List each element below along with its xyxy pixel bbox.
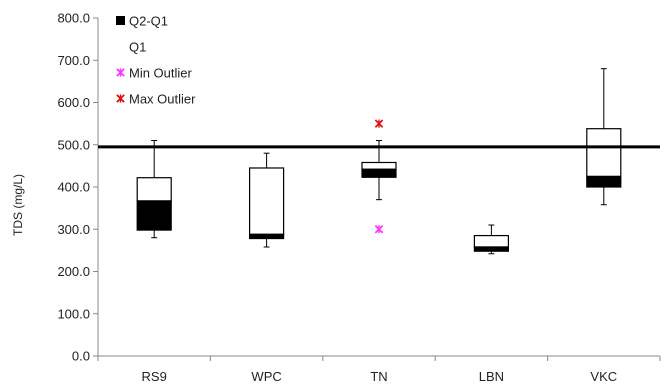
legend-swatch (116, 16, 125, 25)
box-rs9 (136, 140, 172, 239)
boxes-layer (136, 68, 622, 255)
legend-item: Max Outlier (116, 92, 196, 107)
y-tick-label: 700.0 (57, 53, 90, 68)
box-lbn (473, 224, 509, 255)
y-tick-label: 200.0 (57, 264, 90, 279)
box-lower (249, 233, 285, 240)
box-lower (136, 200, 172, 231)
box-lower (586, 175, 622, 188)
legend-label: Q1 (129, 40, 146, 55)
y-tick-label: 0.0 (72, 349, 90, 364)
y-axis-title: TDS (mg/L) (11, 174, 25, 236)
box-tn (361, 140, 397, 201)
box-upper (249, 167, 285, 235)
y-tick-label: 800.0 (57, 11, 90, 26)
y-tick-label: 600.0 (57, 95, 90, 110)
legend-star (116, 68, 125, 77)
legend-label: Max Outlier (129, 92, 196, 107)
legend: Q2-Q1 Q1 Min Outlier Max Outlier (116, 14, 196, 107)
max-outlier-point (374, 119, 384, 128)
box-wpc (249, 152, 285, 248)
box-lower (473, 246, 509, 252)
legend-item: Q1 (129, 40, 146, 55)
x-tick-label: VKC (590, 369, 617, 384)
box-upper (473, 234, 509, 248)
legend-item: Min Outlier (116, 66, 193, 81)
y-tick-label: 400.0 (57, 180, 90, 195)
y-tick-label: 100.0 (57, 306, 90, 321)
legend-label: Min Outlier (129, 66, 193, 81)
axes-layer: 0.0 100.0 200.0 300.0 400.0 500.0 600.0 700.0 80… (57, 11, 661, 384)
box-upper (361, 161, 397, 170)
legend-star (116, 94, 125, 103)
y-tick-label: 300.0 (57, 222, 90, 237)
x-tick-label: TN (370, 369, 387, 384)
y-tick-label: 500.0 (57, 137, 90, 152)
legend-item: Q2-Q1 (116, 14, 168, 29)
legend-label: Q2-Q1 (129, 14, 168, 29)
box-lower (361, 168, 397, 178)
box-vkc (586, 68, 622, 206)
min-outlier-point (374, 225, 384, 234)
x-tick-label: RS9 (142, 369, 167, 384)
outliers-layer (374, 119, 384, 234)
box-upper (136, 177, 172, 202)
box-upper (586, 128, 622, 178)
x-tick-label: WPC (251, 369, 281, 384)
x-tick-label: LBN (479, 369, 504, 384)
